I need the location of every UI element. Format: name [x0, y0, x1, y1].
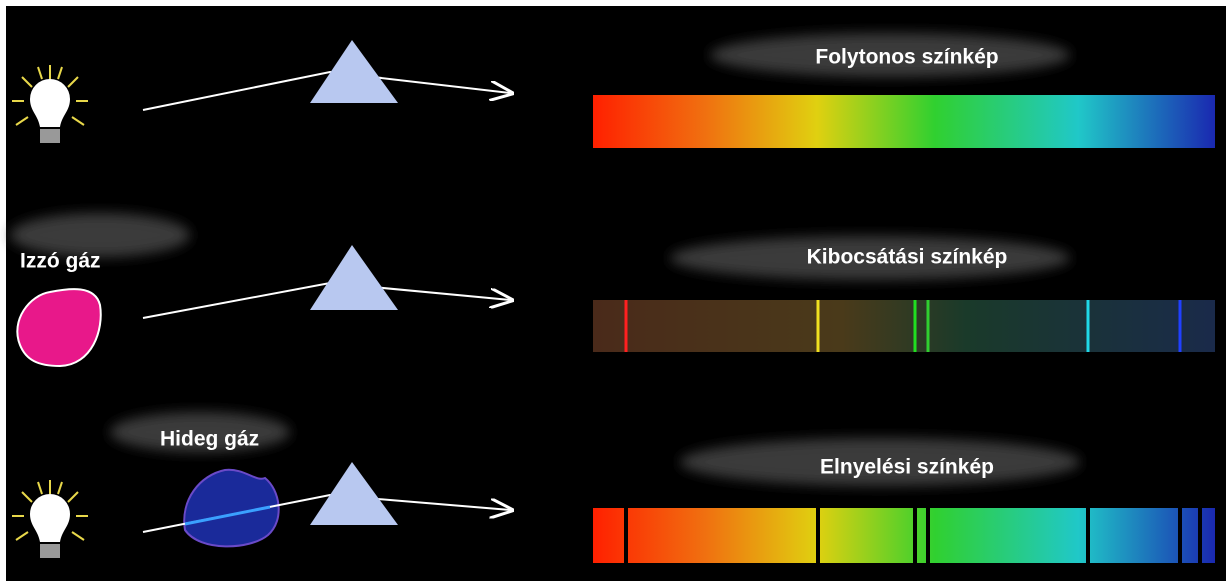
absorber-label: Hideg gáz: [160, 428, 259, 451]
emission-spectrum: [593, 300, 1215, 352]
spectrum-title: Folytonos színkép: [815, 46, 998, 69]
absorption-spectrum: [593, 508, 1215, 563]
spectrum-title: Elnyelési színkép: [820, 456, 994, 479]
diagram: Folytonos színkép Izzó gáz Kibocsátási s…: [0, 0, 1226, 581]
source-label: Izzó gáz: [20, 250, 101, 273]
continuous-spectrum: [593, 95, 1215, 148]
background: [6, 6, 1226, 581]
spectrum-title: Kibocsátási színkép: [807, 246, 1008, 269]
